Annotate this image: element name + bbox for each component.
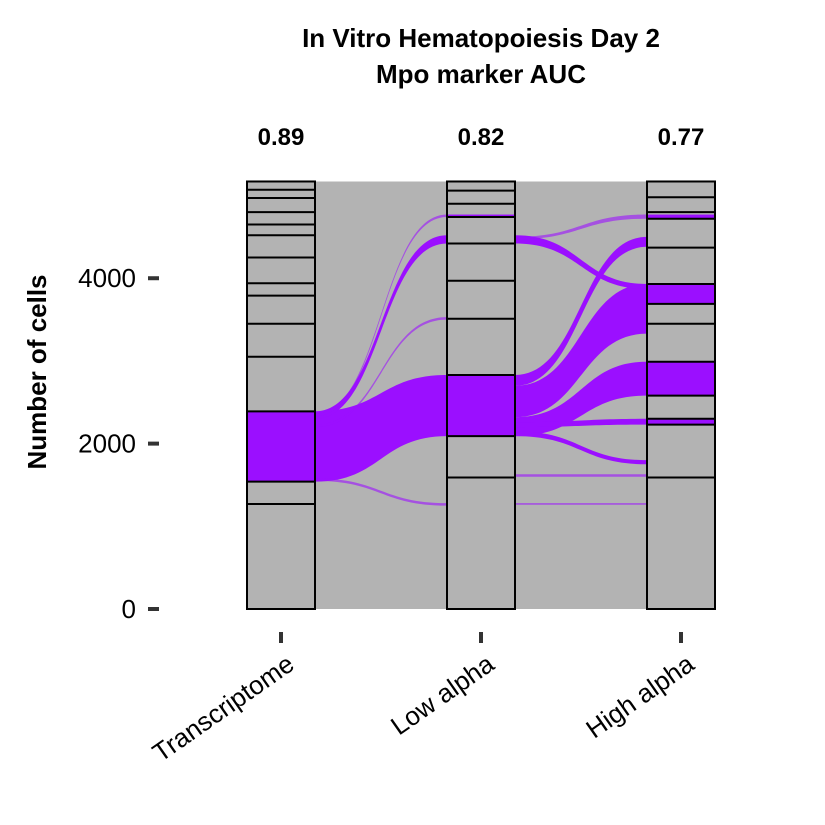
y-axis-title: Number of cells bbox=[22, 274, 52, 469]
highlight-flow bbox=[515, 503, 647, 505]
stratum-highlight bbox=[647, 214, 715, 219]
highlight-flow bbox=[315, 478, 447, 506]
stratum-highlight bbox=[447, 214, 515, 218]
highlight-flow bbox=[515, 418, 647, 428]
highlight-flow bbox=[515, 431, 647, 465]
stratum-border bbox=[446, 180, 516, 610]
highlight-flow bbox=[315, 317, 447, 428]
stratum-border bbox=[646, 180, 716, 610]
stratum-column bbox=[247, 181, 315, 609]
x-label-transcriptome: Transcriptome bbox=[147, 648, 300, 767]
highlight-flow bbox=[515, 236, 647, 386]
x-label-high-alpha: High alpha bbox=[580, 648, 699, 744]
stratum-border bbox=[246, 180, 316, 610]
x-label-low-alpha: Low alpha bbox=[385, 648, 500, 741]
y-tick-label: 4000 bbox=[78, 263, 136, 293]
stratum-highlight bbox=[247, 411, 315, 482]
highlight-flow bbox=[515, 474, 647, 477]
y-tick-label: 2000 bbox=[78, 429, 136, 459]
highlight-flow bbox=[315, 214, 447, 417]
highlight-flow bbox=[515, 284, 647, 418]
strata bbox=[246, 180, 716, 610]
highlight-flow bbox=[515, 214, 647, 240]
auc-label-low-alpha: 0.82 bbox=[458, 124, 505, 151]
highlighted-flows bbox=[315, 214, 647, 506]
stratum-highlight bbox=[447, 374, 515, 437]
y-axis: 0 2000 4000 bbox=[78, 263, 159, 624]
chart-subtitle: Mpo marker AUC bbox=[376, 59, 586, 89]
y-tick-label: 0 bbox=[122, 594, 136, 624]
highlight-flow bbox=[515, 235, 647, 289]
stratum-highlight bbox=[647, 418, 715, 425]
highlight-flow bbox=[315, 374, 447, 482]
auc-label-high-alpha: 0.77 bbox=[658, 124, 705, 151]
stratum-highlight bbox=[647, 284, 715, 304]
auc-label-transcriptome: 0.89 bbox=[258, 124, 305, 151]
stratum-highlight bbox=[647, 361, 715, 396]
highlight-flow bbox=[515, 361, 647, 437]
highlight-flow bbox=[315, 235, 447, 419]
x-axis: Transcriptome Low alpha High alpha bbox=[147, 632, 700, 768]
chart-title: In Vitro Hematopoiesis Day 2 bbox=[302, 23, 660, 53]
